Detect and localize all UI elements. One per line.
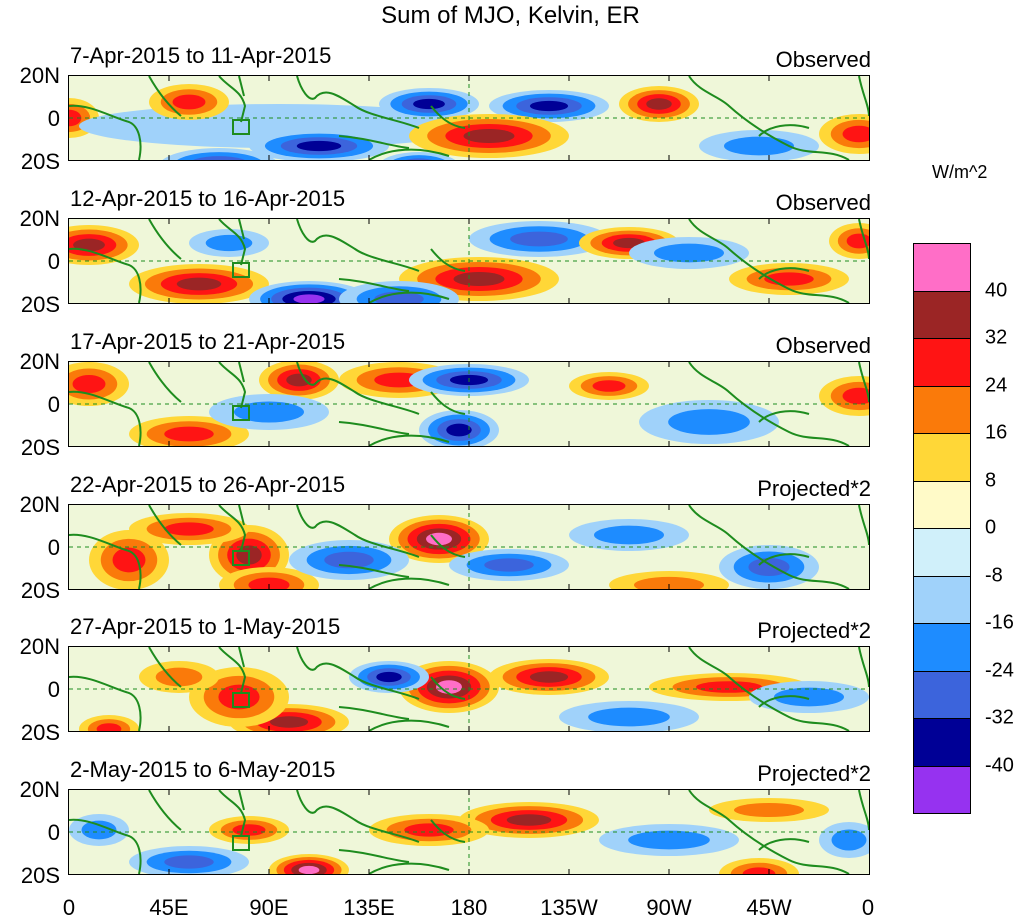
lat-label: 20S [20, 435, 60, 460]
contour-map [68, 361, 870, 447]
lat-label: 0 [47, 392, 60, 417]
lat-label: 20N [19, 63, 60, 88]
colorbar-swatch [913, 385, 971, 433]
colorbar-tick-label: 0 [985, 516, 997, 539]
panel-kind: Observed [775, 47, 871, 72]
lat-label: 20S [20, 149, 60, 174]
colorbar-swatch [913, 290, 971, 338]
contour-map [68, 75, 870, 161]
lat-label: 20N [19, 777, 60, 802]
contour-map [68, 646, 870, 732]
panel-kind: Observed [775, 190, 871, 215]
lon-label-135w: 135W [540, 895, 598, 920]
contour-map [68, 504, 870, 590]
colorbar-swatch [913, 575, 971, 623]
lat-label: 20N [19, 492, 60, 517]
lat-label: 20N [19, 349, 60, 374]
colorbar-swatch [913, 338, 971, 386]
lon-label-90e: 90E [249, 895, 289, 920]
lat-label: 20N [19, 634, 60, 659]
panel-date-range: 7-Apr-2015 to 11-Apr-2015 [70, 43, 332, 68]
contour-map [68, 789, 870, 875]
panel-date-range: 12-Apr-2015 to 16-Apr-2015 [70, 186, 346, 211]
lon-label-180: 180 [450, 895, 488, 920]
colorbar-tick-label: -24 [985, 659, 1014, 681]
lon-label-0-end: 0 [861, 895, 875, 920]
colorbar-tick-label: -40 [985, 754, 1014, 776]
lat-label: 20S [20, 863, 60, 888]
panel-date-range: 2-May-2015 to 6-May-2015 [70, 757, 336, 782]
lon-label-135e: 135E [343, 895, 395, 920]
colorbar-tick-label: 24 [985, 374, 1008, 396]
lat-label: 20N [19, 206, 60, 231]
lat-label: 0 [47, 249, 60, 274]
contour-map [68, 218, 870, 304]
panel-date-range: 17-Apr-2015 to 21-Apr-2015 [70, 329, 346, 354]
colorbar-tick-label: -8 [985, 564, 1003, 586]
lat-label: 0 [47, 106, 60, 131]
panel-kind: Projected*2 [757, 476, 871, 501]
colorbar-tick-label: -32 [985, 706, 1014, 729]
panel-date-range: 22-Apr-2015 to 26-Apr-2015 [70, 472, 346, 497]
colorbar-swatch [913, 623, 971, 671]
lat-label: 20S [20, 578, 60, 603]
colorbar-swatch [913, 528, 971, 576]
lat-label: 20S [20, 720, 60, 745]
panel-date-range: 27-Apr-2015 to 1-May-2015 [70, 614, 341, 639]
colorbar-swatch [913, 718, 971, 766]
colorbar [913, 243, 971, 814]
panel-kind: Projected*2 [757, 761, 871, 786]
colorbar-tick-label: -16 [985, 611, 1014, 634]
colorbar-swatch [913, 433, 971, 481]
colorbar-tick-label: 16 [985, 421, 1008, 444]
lat-label: 0 [47, 677, 60, 702]
colorbar-swatch [913, 765, 971, 814]
colorbar-tick-label: 8 [985, 469, 997, 491]
colorbar-tick-label: 40 [985, 279, 1008, 301]
colorbar-swatch [913, 480, 971, 528]
lon-label-45w: 45W [746, 895, 792, 920]
lon-label-90w: 90W [646, 895, 692, 920]
figure-title: Sum of MJO, Kelvin, ER [381, 2, 640, 29]
colorbar-units: W/m^2 [932, 162, 988, 182]
lon-label-0: 0 [62, 895, 76, 920]
colorbar-swatch [913, 243, 971, 291]
lat-label: 20S [20, 292, 60, 317]
lon-label-45e: 45E [149, 895, 189, 920]
colorbar-tick-label: 32 [985, 326, 1008, 349]
lat-label: 0 [47, 820, 60, 845]
panel-kind: Observed [775, 333, 871, 358]
panel-kind: Projected*2 [757, 618, 871, 643]
colorbar-swatch [913, 670, 971, 718]
lat-label: 0 [47, 535, 60, 560]
